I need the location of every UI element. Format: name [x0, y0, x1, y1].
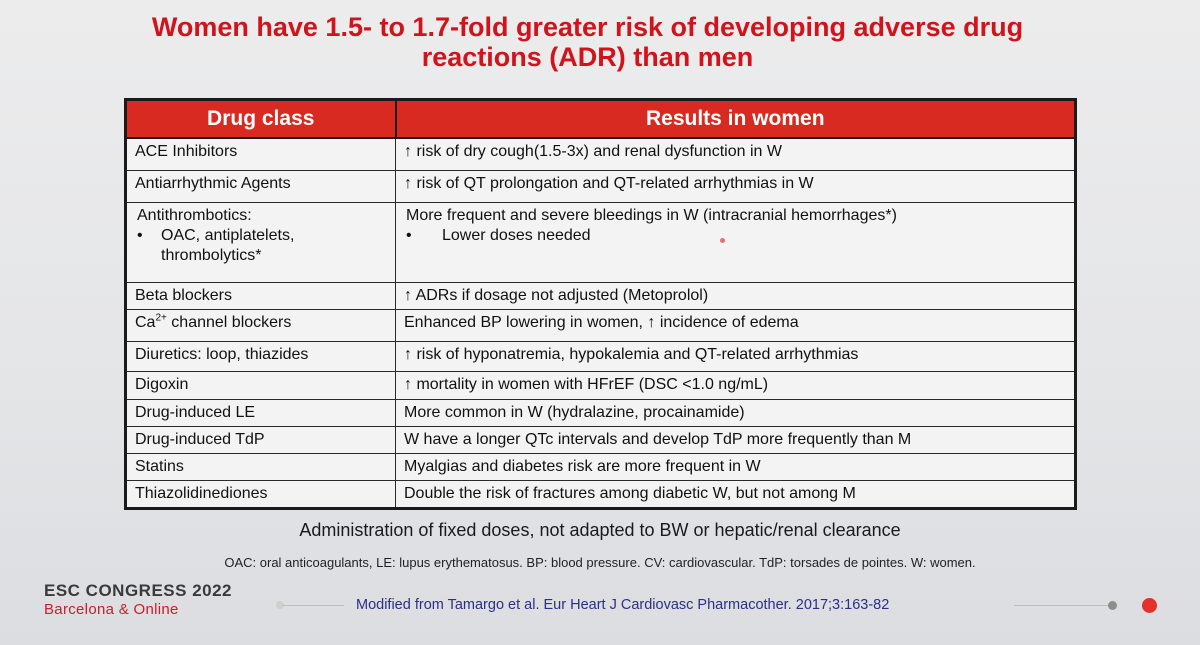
- slide-title: Women have 1.5- to 1.7-fold greater risk…: [40, 12, 1135, 72]
- table-row: Digoxin ↑ mortality in women with HFrEF …: [125, 370, 1076, 400]
- result-cell: Myalgias and diabetes risk are more freq…: [395, 452, 1076, 481]
- drug-class-cell: Statins: [125, 452, 396, 481]
- result-cell: More common in W (hydralazine, procainam…: [395, 398, 1076, 427]
- title-line-2: reactions (ADR) than men: [421, 42, 754, 72]
- congress-name: ESC CONGRESS 2022: [44, 581, 233, 600]
- table-row: Ca2+ channel blockers Enhanced BP loweri…: [125, 308, 1076, 342]
- footer-dot-left: [276, 601, 284, 609]
- laser-pointer-dot: [720, 238, 725, 243]
- table-row: Statins Myalgias and diabetes risk are m…: [125, 452, 1076, 481]
- drug-class-cell: Drug-induced TdP: [125, 425, 396, 454]
- drug-class-cell: Antiarrhythmic Agents: [125, 169, 396, 203]
- title-line-1: Women have 1.5- to 1.7-fold greater risk…: [151, 12, 1024, 42]
- footer-line-left: [282, 605, 344, 606]
- ca-rest: channel blockers: [166, 313, 292, 331]
- drug-class-cell: Thiazolidinediones: [125, 479, 396, 509]
- result-cell: Double the risk of fractures among diabe…: [395, 479, 1076, 509]
- header-drug-class: Drug class: [124, 98, 397, 139]
- result-cell: Enhanced BP lowering in women, ↑ inciden…: [395, 308, 1076, 342]
- footer-dot-grey: [1108, 601, 1117, 610]
- result-cell: More frequent and severe bleedings in W …: [395, 201, 1076, 283]
- result-cell: ↑ mortality in women with HFrEF (DSC <1.…: [395, 370, 1076, 400]
- drug-class-cell: ACE Inhibitors: [125, 137, 396, 171]
- table-row: Thiazolidinediones Double the risk of fr…: [125, 479, 1076, 509]
- table-row: Beta blockers ↑ ADRs if dosage not adjus…: [125, 281, 1076, 310]
- abbreviations-footnote: OAC: oral anticoagulants, LE: lupus eryt…: [224, 555, 976, 570]
- drug-class-sub-1: OAC, antiplatelets,: [161, 226, 295, 244]
- source-reference: Modified from Tamargo et al. Eur Heart J…: [356, 597, 890, 613]
- result-sub: Lower doses needed: [442, 226, 591, 244]
- table-row: Diuretics: loop, thiazides ↑ risk of hyp…: [125, 340, 1076, 372]
- result-cell: W have a longer QTc intervals and develo…: [395, 425, 1076, 454]
- table-row: Antithrombotics: • OAC, antiplatelets, th…: [125, 201, 1076, 283]
- bullet-marker: •: [137, 226, 143, 244]
- drug-class-cell: Diuretics: loop, thiazides: [125, 340, 396, 372]
- footer-dot-red: [1142, 598, 1157, 613]
- drug-class-cell: Ca2+ channel blockers: [125, 308, 396, 342]
- drug-class-main: Antithrombotics:: [137, 206, 252, 224]
- result-bullet-line: • Lower doses needed: [404, 226, 1066, 246]
- drug-class-cell: Digoxin: [125, 370, 396, 400]
- table-row: ACE Inhibitors ↑ risk of dry cough(1.5-3…: [125, 137, 1076, 171]
- bullet-marker: •: [406, 226, 412, 244]
- result-cell: ↑ risk of dry cough(1.5-3x) and renal dy…: [395, 137, 1076, 171]
- ca-label: Ca: [135, 313, 156, 331]
- drug-class-cell: Beta blockers: [125, 281, 396, 310]
- table-row: Drug-induced LE More common in W (hydral…: [125, 398, 1076, 427]
- dosing-note: Administration of fixed doses, not adapt…: [299, 520, 901, 540]
- ca-superscript: 2+: [155, 312, 167, 324]
- drug-class-cell: Antithrombotics: • OAC, antiplatelets, th…: [125, 201, 396, 283]
- table-header-row: Drug class Results in women: [124, 98, 1077, 139]
- result-cell: ↑ risk of QT prolongation and QT-related…: [395, 169, 1076, 203]
- drug-class-cell: Drug-induced LE: [125, 398, 396, 427]
- footer-line-right: [1014, 605, 1114, 606]
- congress-location: Barcelona & Online: [44, 601, 179, 618]
- header-results-in-women: Results in women: [394, 98, 1077, 139]
- result-main: More frequent and severe bleedings in W …: [406, 206, 897, 224]
- adr-table: Drug class Results in women ACE Inhibito…: [124, 98, 1077, 510]
- result-cell: ↑ risk of hyponatremia, hypokalemia and …: [395, 340, 1076, 372]
- table-row: Antiarrhythmic Agents ↑ risk of QT prolo…: [125, 169, 1076, 203]
- result-cell: ↑ ADRs if dosage not adjusted (Metoprolo…: [395, 281, 1076, 310]
- drug-class-sub-2: thrombolytics*: [161, 246, 262, 264]
- drug-class-bullet-line: • OAC, antiplatelets,: [135, 226, 387, 246]
- table-row: Drug-induced TdP W have a longer QTc int…: [125, 425, 1076, 454]
